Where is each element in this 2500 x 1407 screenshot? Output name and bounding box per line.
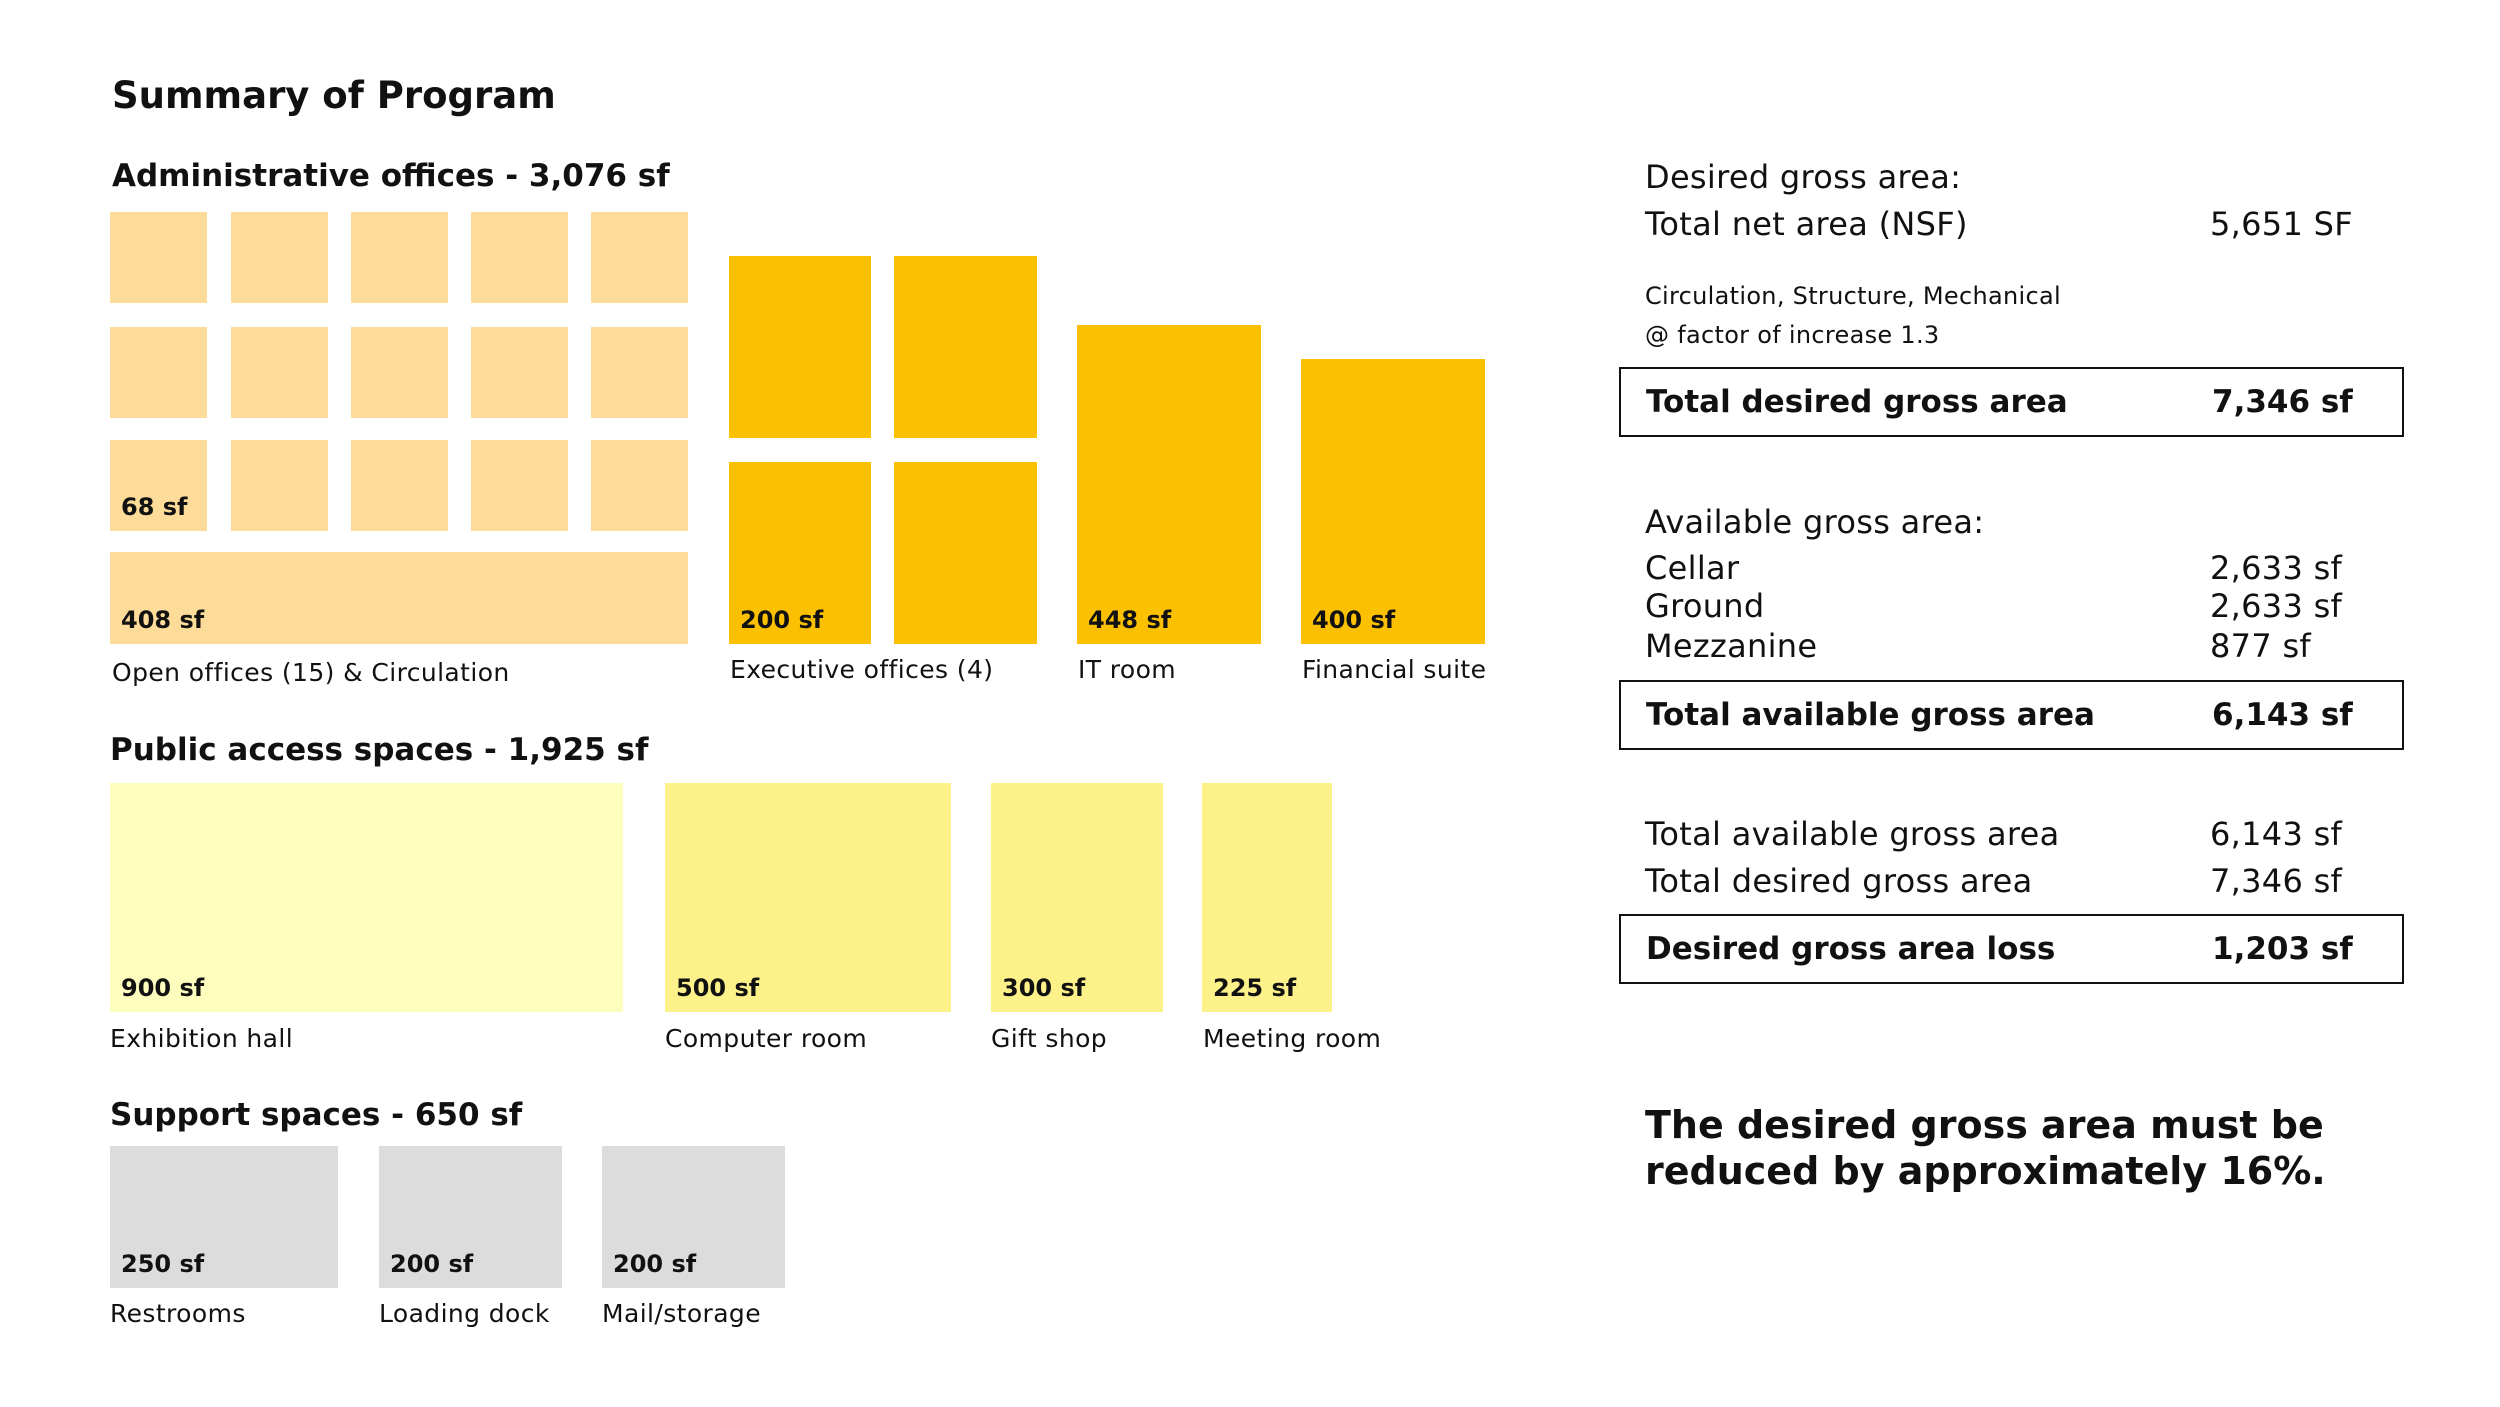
open-office-value: 68 sf — [121, 493, 188, 521]
open-offices-caption: Open offices (15) & Circulation — [112, 658, 510, 687]
gift-shop-caption: Gift shop — [991, 1024, 1108, 1053]
exhibition-hall-value: 900 sf — [121, 974, 205, 1002]
computer-room-value: 500 sf — [676, 974, 760, 1002]
admin-heading: Administrative offices - 3,076 sf — [112, 158, 670, 194]
loading-dock-value: 200 sf — [390, 1250, 474, 1278]
open-office-block — [110, 327, 207, 418]
public-heading: Public access spaces - 1,925 sf — [110, 732, 649, 768]
it-room-block: 448 sf — [1077, 325, 1261, 644]
loading-dock-block: 200 sf — [379, 1146, 562, 1288]
comparison-desired-value: 7,346 sf — [2210, 862, 2343, 900]
mezzanine-label: Mezzanine — [1645, 627, 1818, 665]
executive-office-block — [894, 256, 1037, 438]
circulation-value: 408 sf — [121, 606, 205, 634]
cellar-value: 2,633 sf — [2210, 549, 2343, 587]
open-office-block — [231, 327, 328, 418]
mezzanine-value: 877 sf — [2210, 627, 2311, 665]
open-office-block — [591, 440, 688, 531]
financial-suite-caption: Financial suite — [1302, 655, 1487, 684]
ground-value: 2,633 sf — [2210, 587, 2343, 625]
it-room-caption: IT room — [1078, 655, 1177, 684]
total-available-label: Total available gross area — [1646, 697, 2095, 733]
open-office-block — [351, 327, 448, 418]
computer-room-block: 500 sf — [665, 783, 951, 1012]
factor-line-1: Circulation, Structure, Mechanical — [1645, 282, 2061, 310]
gross-area-loss-box: Desired gross area loss 1,203 sf — [1619, 914, 2404, 984]
loading-dock-caption: Loading dock — [379, 1299, 550, 1328]
open-office-block — [471, 212, 568, 303]
open-office-block — [471, 440, 568, 531]
exhibition-hall-caption: Exhibition hall — [110, 1024, 294, 1053]
comparison-available-value: 6,143 sf — [2210, 815, 2343, 853]
meeting-room-caption: Meeting room — [1203, 1024, 1382, 1053]
restrooms-caption: Restrooms — [110, 1299, 246, 1328]
it-room-value: 448 sf — [1088, 606, 1172, 634]
open-office-block — [231, 440, 328, 531]
circulation-block: 408 sf — [110, 552, 688, 644]
open-office-block — [471, 327, 568, 418]
gross-area-loss-label: Desired gross area loss — [1646, 931, 2056, 967]
open-office-block — [351, 440, 448, 531]
factor-line-2: @ factor of increase 1.3 — [1645, 321, 1940, 349]
gift-shop-value: 300 sf — [1002, 974, 1086, 1002]
mail-storage-value: 200 sf — [613, 1250, 697, 1278]
comparison-available-label: Total available gross area — [1645, 815, 2060, 853]
open-office-block — [591, 327, 688, 418]
meeting-room-block: 225 sf — [1202, 783, 1332, 1012]
open-office-block — [110, 212, 207, 303]
cellar-label: Cellar — [1645, 549, 1740, 587]
executive-office-block — [729, 256, 871, 438]
net-area-label: Total net area (NSF) — [1645, 205, 1968, 243]
page-title: Summary of Program — [112, 74, 556, 117]
mail-storage-block: 200 sf — [602, 1146, 785, 1288]
total-desired-label: Total desired gross area — [1646, 384, 2068, 420]
total-desired-box: Total desired gross area 7,346 sf — [1619, 367, 2404, 437]
desired-heading: Desired gross area: — [1645, 158, 1962, 196]
financial-suite-block: 400 sf — [1301, 359, 1485, 644]
gift-shop-block: 300 sf — [991, 783, 1163, 1012]
exhibition-hall-block: 900 sf — [110, 783, 623, 1012]
available-heading: Available gross area: — [1645, 503, 1985, 541]
comparison-desired-label: Total desired gross area — [1645, 862, 2033, 900]
restrooms-value: 250 sf — [121, 1250, 205, 1278]
financial-suite-value: 400 sf — [1312, 606, 1396, 634]
restrooms-block: 250 sf — [110, 1146, 338, 1288]
conclusion-statement: The desired gross area must be reduced b… — [1645, 1103, 2326, 1193]
open-office-block: 68 sf — [110, 440, 207, 531]
ground-label: Ground — [1645, 587, 1765, 625]
open-office-block — [591, 212, 688, 303]
meeting-room-value: 225 sf — [1213, 974, 1297, 1002]
support-heading: Support spaces - 650 sf — [110, 1097, 523, 1133]
executive-office-block — [894, 462, 1037, 644]
open-office-block — [231, 212, 328, 303]
open-office-block — [351, 212, 448, 303]
total-available-value: 6,143 sf — [2212, 697, 2353, 733]
executive-office-block: 200 sf — [729, 462, 871, 644]
net-area-value: 5,651 SF — [2210, 205, 2353, 243]
gross-area-loss-value: 1,203 sf — [2212, 931, 2353, 967]
mail-storage-caption: Mail/storage — [602, 1299, 761, 1328]
total-available-box: Total available gross area 6,143 sf — [1619, 680, 2404, 750]
computer-room-caption: Computer room — [665, 1024, 868, 1053]
executive-offices-caption: Executive offices (4) — [730, 655, 994, 684]
executive-office-value: 200 sf — [740, 606, 824, 634]
total-desired-value: 7,346 sf — [2212, 384, 2353, 420]
